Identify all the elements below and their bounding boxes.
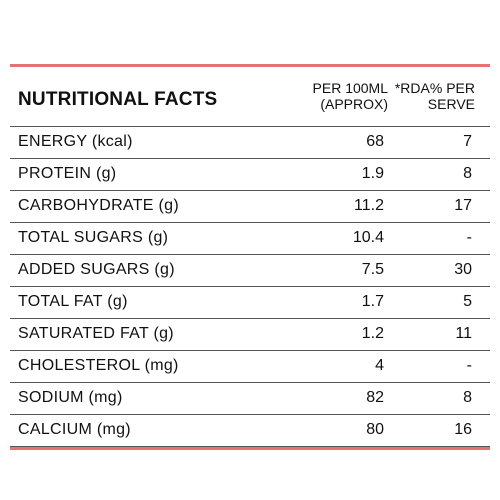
nutrient-name: PROTEIN (g) bbox=[18, 165, 117, 182]
top-accent-rule bbox=[10, 64, 490, 67]
per-100ml-value: 4 bbox=[375, 357, 384, 374]
nutrient-name: CHOLESTEROL (mg) bbox=[18, 357, 179, 374]
rda-value: - bbox=[466, 357, 472, 374]
per-100ml-value: 80 bbox=[366, 421, 384, 438]
column-header-rda-line2: SERVE bbox=[427, 96, 475, 112]
rda-value: 11 bbox=[455, 325, 472, 342]
rda-value: 7 bbox=[463, 133, 472, 150]
column-header-per-100ml: PER 100ML (APPROX) bbox=[313, 80, 388, 112]
table-row-total-sugars: TOTAL SUGARS (g) 10.4 - bbox=[10, 223, 490, 255]
table-header: NUTRITIONAL FACTS PER 100ML (APPROX) *RD… bbox=[10, 67, 490, 127]
per-100ml-value: 82 bbox=[366, 389, 384, 406]
rda-value: 16 bbox=[454, 421, 472, 438]
rda-value: 30 bbox=[454, 261, 472, 278]
column-header-rda-line1: *RDA% PER bbox=[394, 80, 475, 96]
table-row-cholesterol: CHOLESTEROL (mg) 4 - bbox=[10, 351, 490, 383]
per-100ml-value: 68 bbox=[366, 133, 384, 150]
table-row-carbohydrate: CARBOHYDRATE (g) 11.2 17 bbox=[10, 191, 490, 223]
table-row-sodium: SODIUM (mg) 82 8 bbox=[10, 383, 490, 415]
per-100ml-value: 7.5 bbox=[361, 261, 384, 278]
rda-value: 17 bbox=[454, 197, 472, 214]
table-row-protein: PROTEIN (g) 1.9 8 bbox=[10, 159, 490, 191]
nutrient-name: TOTAL SUGARS (g) bbox=[18, 229, 169, 246]
table-row-saturated-fat: SATURATED FAT (g) 1.2 11 bbox=[10, 319, 490, 351]
nutrient-name: CARBOHYDRATE (g) bbox=[18, 197, 179, 214]
per-100ml-value: 1.9 bbox=[361, 165, 384, 182]
per-100ml-value: 1.7 bbox=[361, 293, 384, 310]
per-100ml-value: 10.4 bbox=[352, 229, 384, 246]
column-header-rda: *RDA% PER SERVE bbox=[395, 80, 475, 112]
rda-value: 8 bbox=[463, 165, 472, 182]
nutrient-name: SATURATED FAT (g) bbox=[18, 325, 174, 342]
nutrient-name: CALCIUM (mg) bbox=[18, 421, 131, 438]
per-100ml-value: 1.2 bbox=[361, 325, 384, 342]
rda-value: - bbox=[466, 229, 472, 246]
nutrient-name: TOTAL FAT (g) bbox=[18, 293, 128, 310]
rda-value: 8 bbox=[463, 389, 472, 406]
nutrient-name: ENERGY (kcal) bbox=[18, 133, 133, 150]
rda-value: 5 bbox=[463, 293, 472, 310]
table-title: NUTRITIONAL FACTS bbox=[18, 89, 218, 110]
nutrient-name: SODIUM (mg) bbox=[18, 389, 123, 406]
bottom-accent-rule bbox=[10, 447, 490, 450]
nutrition-facts-table: NUTRITIONAL FACTS PER 100ML (APPROX) *RD… bbox=[10, 64, 490, 450]
table-row-added-sugars: ADDED SUGARS (g) 7.5 30 bbox=[10, 255, 490, 287]
table-row-total-fat: TOTAL FAT (g) 1.7 5 bbox=[10, 287, 490, 319]
table-row-energy: ENERGY (kcal) 68 7 bbox=[10, 127, 490, 159]
per-100ml-value: 11.2 bbox=[354, 197, 384, 214]
nutrient-name: ADDED SUGARS (g) bbox=[18, 261, 175, 278]
column-header-per-100ml-line2: (APPROX) bbox=[320, 96, 388, 112]
table-row-calcium: CALCIUM (mg) 80 16 bbox=[10, 415, 490, 447]
column-header-per-100ml-line1: PER 100ML bbox=[312, 80, 388, 96]
